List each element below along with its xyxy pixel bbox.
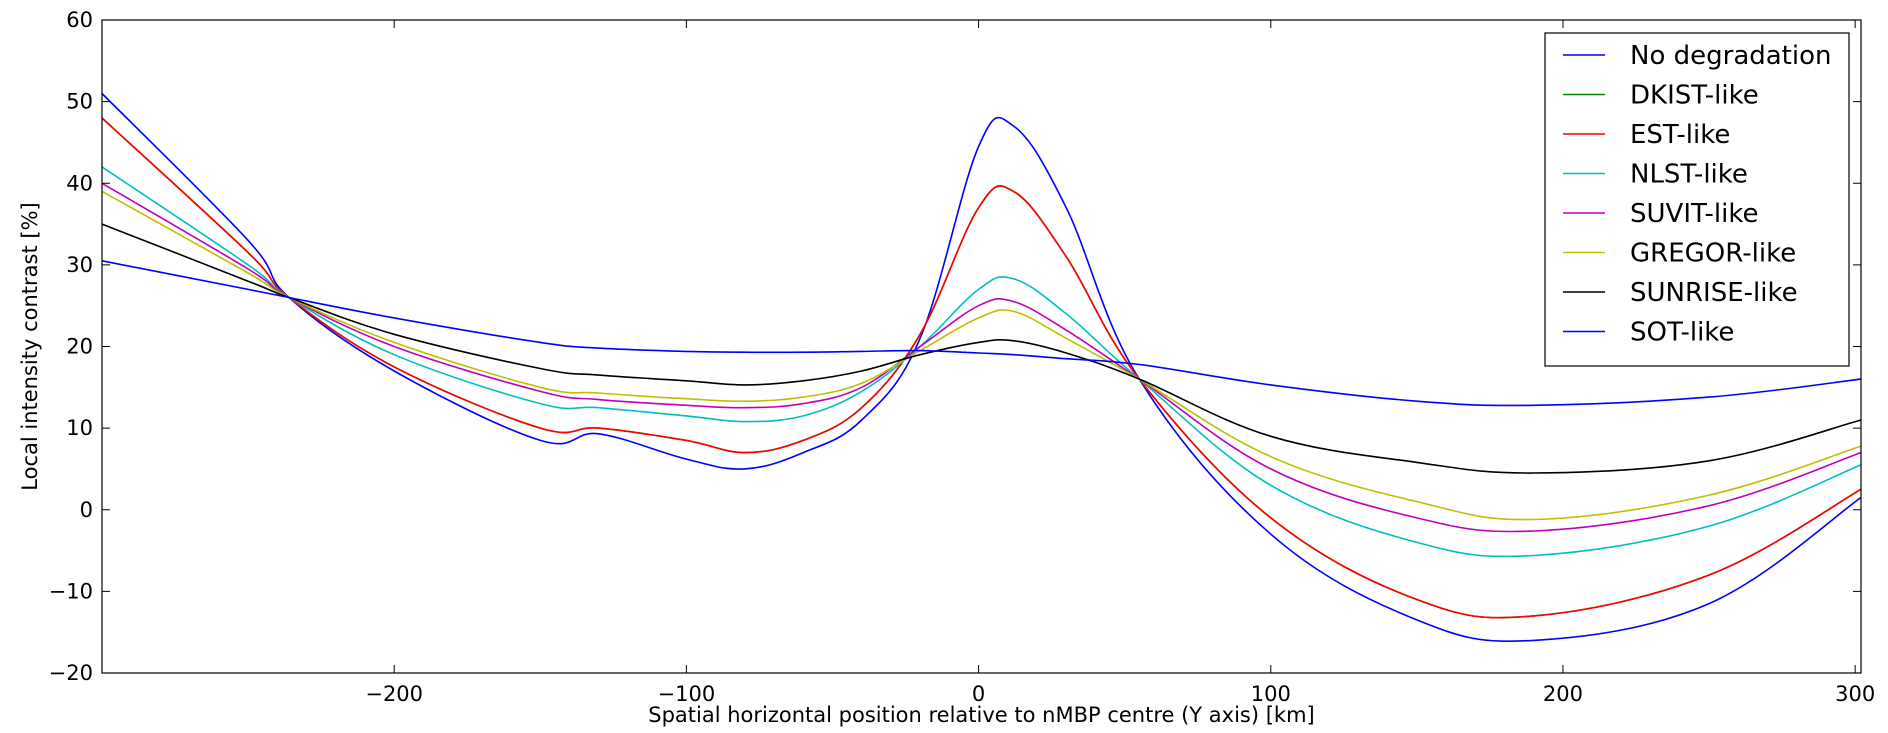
series-line-suvit-like (101, 182, 1862, 533)
y-tick-label: −20 (49, 661, 93, 685)
x-tick-label: 200 (1543, 682, 1583, 706)
y-tick-label: 20 (66, 335, 93, 359)
x-tick-label: −200 (365, 682, 423, 706)
x-axis-label: Spatial horizontal position relative to … (648, 703, 1314, 727)
series-line-est-like (101, 117, 1862, 619)
legend-box (1544, 32, 1850, 367)
legend-label: NLST-like (1630, 160, 1748, 190)
legend-label: DKIST-like (1630, 81, 1759, 111)
legend: No degradation DKIST-like EST-like NLST-lik… (1544, 32, 1850, 367)
series-layer (101, 92, 1862, 643)
y-axis-label: Local intensity contrast [%] (18, 202, 42, 490)
y-tick-label: 10 (66, 416, 93, 440)
legend-label: GREGOR-like (1630, 239, 1796, 269)
series-line-sunrise-like (101, 223, 1862, 474)
legend-label: EST-like (1630, 120, 1730, 150)
y-tick-label: 30 (66, 253, 93, 277)
y-tick-label: 0 (80, 498, 93, 522)
legend-label: SOT-like (1630, 318, 1734, 348)
series-line-no-degradation (101, 92, 1862, 643)
legend-label: No degradation (1630, 41, 1832, 71)
y-tick-label: 50 (66, 90, 93, 114)
series-line-sot-like (101, 260, 1862, 407)
y-tick-label: 60 (66, 8, 93, 32)
y-tick-label: 40 (66, 171, 93, 195)
x-tick-label: 300 (1835, 682, 1875, 706)
legend-label: SUVIT-like (1630, 199, 1758, 229)
x-tick-label: 100 (1251, 682, 1291, 706)
x-tick-label: −100 (658, 682, 716, 706)
legend-label: SUNRISE-like (1630, 278, 1798, 308)
y-tick-label: −10 (49, 579, 93, 603)
x-tick-label: 0 (972, 682, 985, 706)
